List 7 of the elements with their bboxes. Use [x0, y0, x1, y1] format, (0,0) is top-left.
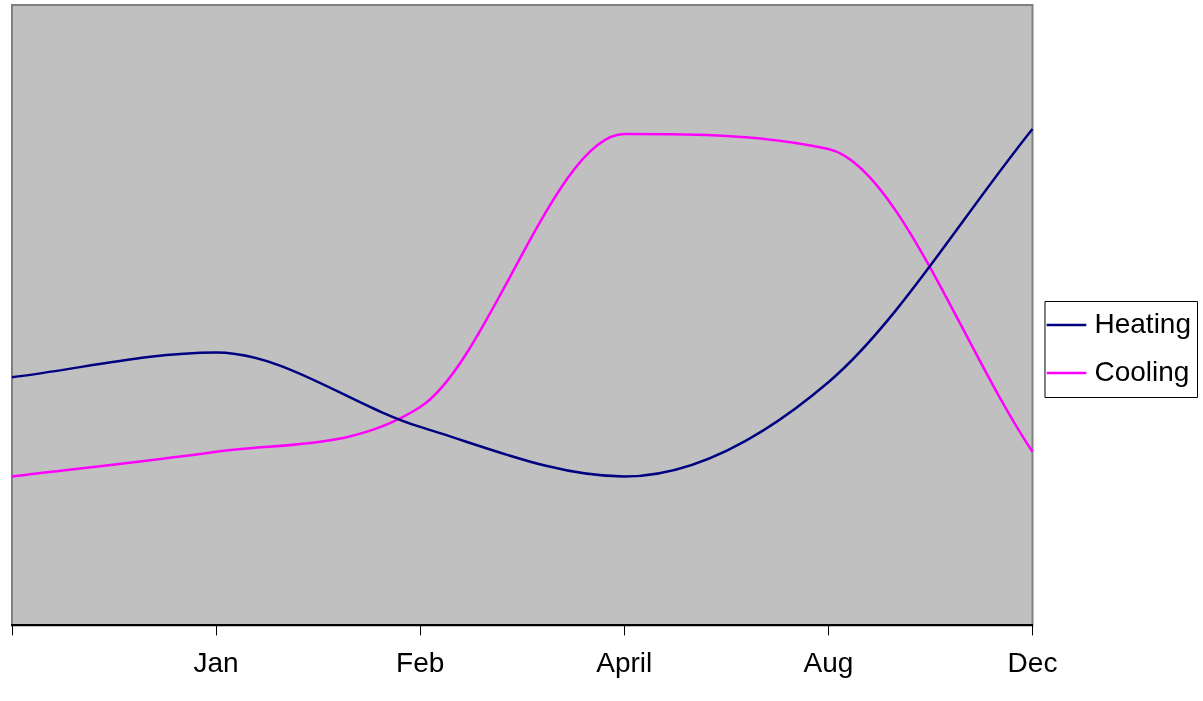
legend-label: Heating: [1094, 307, 1192, 339]
legend-label: Cooling: [1094, 355, 1190, 387]
x-tick-label: April: [596, 646, 653, 678]
x-tick-label: Feb: [396, 646, 445, 678]
x-tick-label: Aug: [803, 646, 854, 678]
x-tick-label: Jan: [193, 646, 239, 678]
x-tick-label: Dec: [1007, 646, 1058, 678]
